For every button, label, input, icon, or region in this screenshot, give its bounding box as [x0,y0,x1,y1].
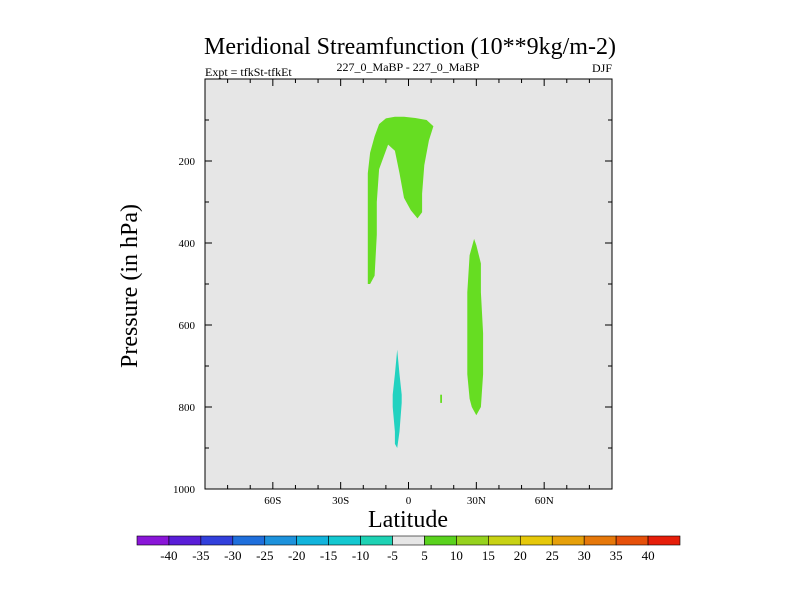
colorbar-swatch [424,535,457,546]
chart-title: Meridional Streamfunction (10**9kg/m-2) [204,34,616,60]
contour-region-negative-cell [392,349,402,448]
colorbar-swatch [328,535,361,546]
colorbar-label: -30 [224,548,241,563]
colorbar-swatch [360,535,393,546]
colorbar-label: -35 [192,548,209,563]
axis-ticks: 60S 30S 0 30N 60N 200 400 600 800 1000 [173,79,612,507]
colorbar-label: -5 [387,548,398,563]
subtitle-left: Expt = tfkSt-tfkEt [205,65,292,79]
colorbar-swatch [136,535,170,546]
y-axis-label: Pressure (in hPa) [117,204,143,368]
colorbar-swatch [519,535,553,546]
contour-regions [367,116,484,448]
subtitle-right: DJF [592,61,612,75]
colorbar-label: -10 [352,548,369,563]
y-tick-label: 400 [179,238,196,250]
x-tick-label: 60N [535,495,554,507]
colorbar-label: 35 [610,548,623,563]
colorbar-swatch [264,535,298,546]
colorbar-swatch [615,535,649,546]
colorbar-label: 10 [450,548,463,563]
colorbar-swatch [296,535,329,546]
colorbar-swatch [168,535,202,546]
colorbar-label: 20 [514,548,527,563]
contour-region-positive-speck [440,394,442,403]
colorbar-label: -20 [288,548,305,563]
contour-region-positive-cell-upper [367,116,434,284]
y-tick-label: 600 [179,320,196,332]
colorbar-label: 40 [642,548,655,563]
colorbar-label: -25 [256,548,273,563]
colorbar-swatch [232,535,266,546]
x-tick-label: 30S [332,495,349,507]
colorbar-swatch [200,535,234,546]
colorbar-label: 5 [421,548,428,563]
colorbar-label: 25 [546,548,559,563]
y-tick-label: 200 [179,156,196,168]
subtitle-center: 227_0_MaBP - 227_0_MaBP [337,60,480,74]
x-tick-label: 60S [264,495,281,507]
y-tick-label: 1000 [173,484,196,496]
colorbar-swatch [456,535,489,546]
x-tick-label: 30N [467,495,486,507]
colorbar: -40 -35 -30 -25 -20 -15 -10 -5 5 10 15 20 25 30 35 40 [136,535,681,563]
x-tick-label: 0 [406,495,412,507]
x-axis-label: Latitude [368,507,448,533]
colorbar-label: 15 [482,548,495,563]
colorbar-swatch [551,535,585,546]
contour-region-positive-cell-lower [467,238,484,416]
y-tick-label: 800 [179,402,196,414]
colorbar-label: -15 [320,548,337,563]
colorbar-swatch [392,535,425,546]
colorbar-swatch [647,535,681,546]
colorbar-swatch [488,535,521,546]
colorbar-swatch [583,535,617,546]
colorbar-label: 30 [578,548,591,563]
colorbar-label: -40 [160,548,177,563]
